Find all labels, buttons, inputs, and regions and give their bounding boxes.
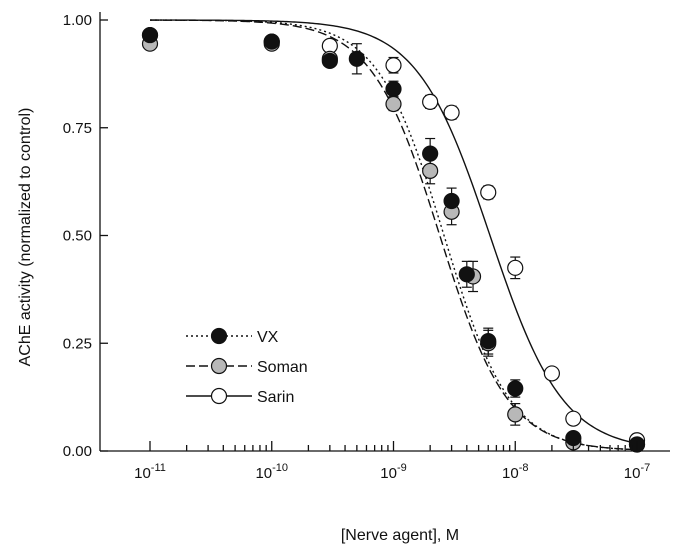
data-point-sarin <box>480 184 497 201</box>
x-tick-label: 10-10 <box>255 462 288 482</box>
legend: VX Soman Sarin <box>186 327 308 406</box>
data-point-vx <box>458 266 475 283</box>
data-point-soman <box>422 162 439 179</box>
x-tick-label: 10-7 <box>624 462 650 482</box>
x-tick-label: 10-9 <box>380 462 406 482</box>
x-ticks: 10-11 10-10 10-9 10-8 10-7 <box>134 441 650 482</box>
data-point-vx <box>385 80 402 98</box>
data-point-vx <box>141 26 159 44</box>
x-axis-label: [Nerve agent], M <box>341 527 459 544</box>
data-point-soman <box>385 95 402 113</box>
legend-marker-vx <box>210 327 228 345</box>
data-points <box>141 26 646 453</box>
data-point-vx <box>565 429 582 447</box>
x-tick-label: 10-8 <box>502 462 528 482</box>
y-tick-label: 1.00 <box>63 12 92 29</box>
legend-label-vx: VX <box>257 329 279 346</box>
legend-marker-sarin <box>210 387 228 405</box>
data-point-sarin <box>507 259 524 276</box>
data-point-vx <box>507 380 524 397</box>
data-point-sarin <box>422 93 439 110</box>
data-point-soman <box>507 406 524 423</box>
data-point-vx <box>443 192 460 210</box>
y-tick-label: 0.75 <box>63 120 92 137</box>
x-tick-label: 10-11 <box>134 462 166 482</box>
data-point-vx <box>263 33 280 50</box>
legend-label-soman: Soman <box>257 359 308 376</box>
data-point-sarin <box>385 57 402 74</box>
data-point-vx <box>348 50 365 67</box>
data-point-vx <box>422 145 439 162</box>
legend-label-sarin: Sarin <box>257 389 294 406</box>
y-axis-label: AChE activity (normalized to control) <box>17 108 34 367</box>
y-ticks: 0.00 0.25 0.50 0.75 1.00 <box>63 12 108 460</box>
data-point-vx <box>480 332 497 350</box>
axes <box>99 12 670 452</box>
data-point-sarin <box>565 410 582 427</box>
y-tick-label: 0.50 <box>63 228 92 245</box>
data-point-sarin <box>543 365 561 382</box>
y-tick-label: 0.25 <box>63 335 92 352</box>
data-point-vx <box>321 52 338 70</box>
y-tick-label: 0.00 <box>63 443 92 460</box>
data-point-sarin <box>443 104 460 121</box>
legend-marker-soman <box>210 357 228 375</box>
fit-curve-sarin <box>150 19 638 445</box>
